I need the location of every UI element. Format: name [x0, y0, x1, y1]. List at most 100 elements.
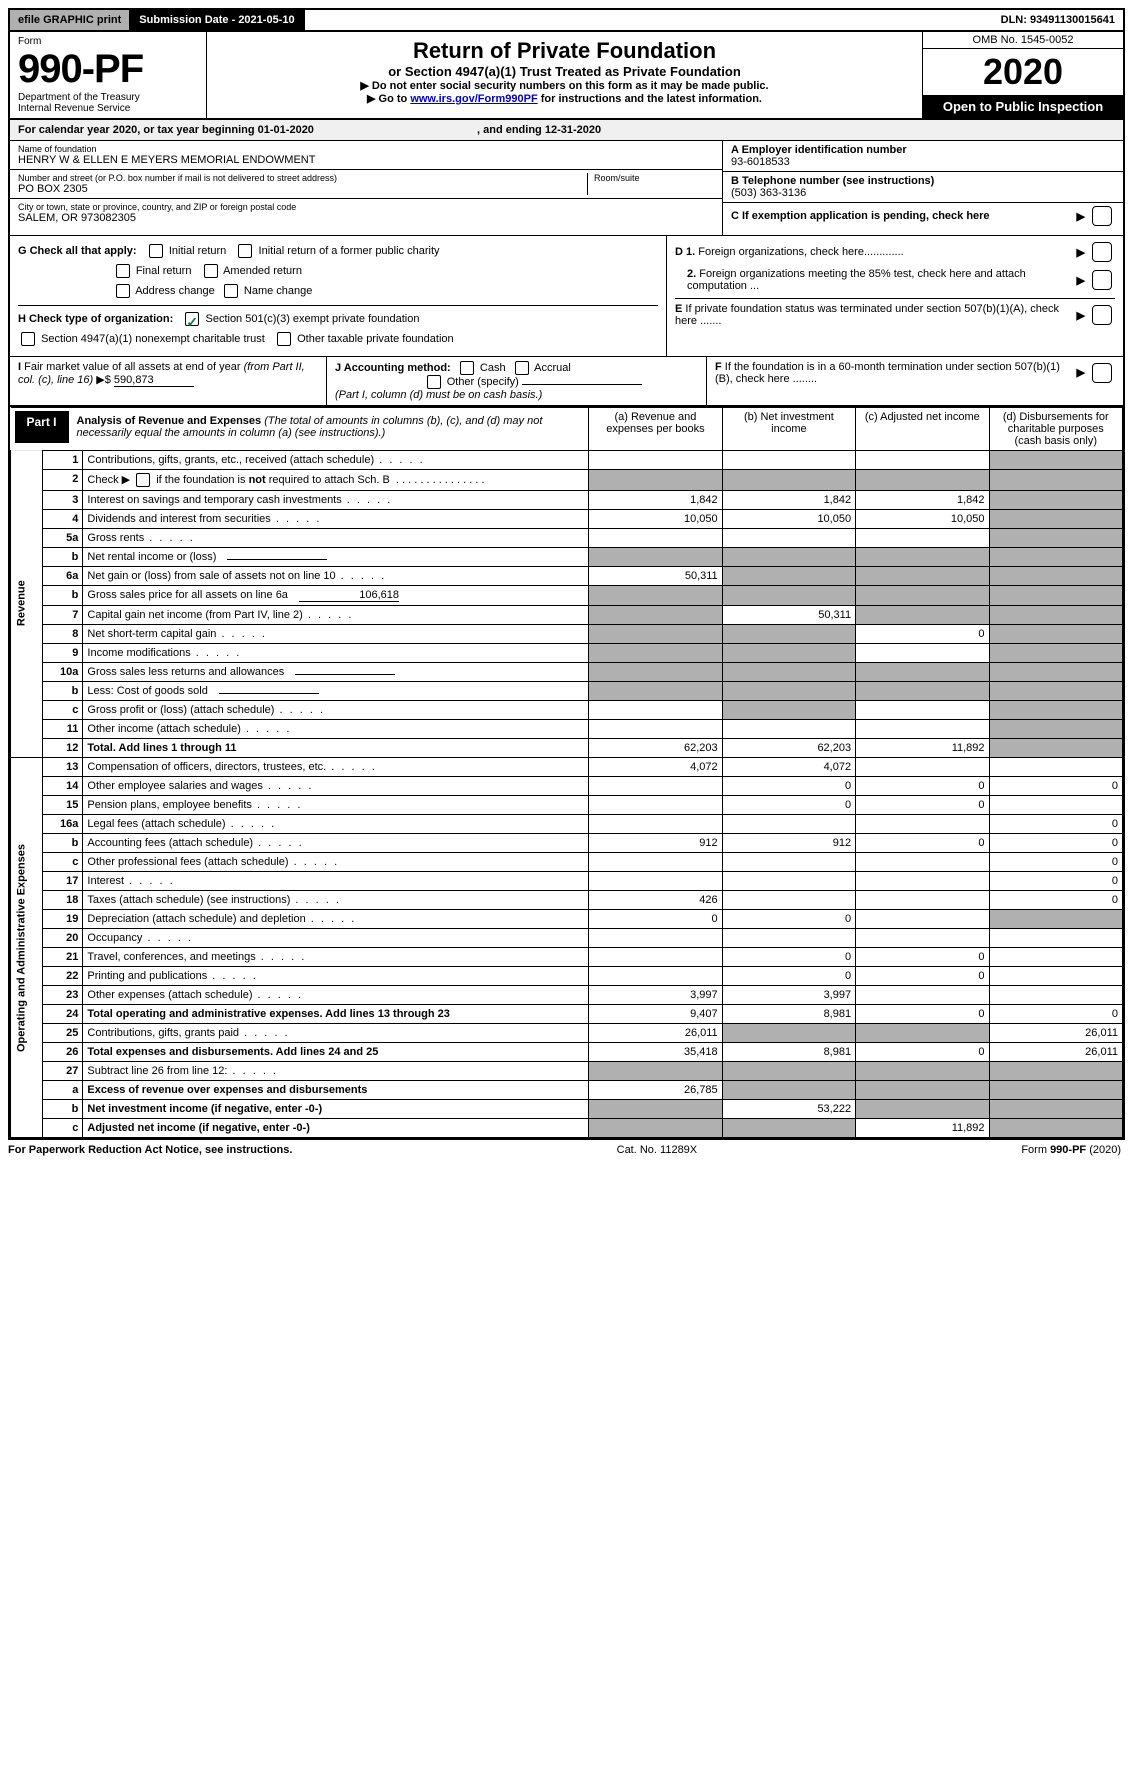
final-return-checkbox[interactable] [116, 264, 130, 278]
table-row: 20Occupancy . . . . . [11, 929, 1123, 948]
amended-return-checkbox[interactable] [204, 264, 218, 278]
form-header: Form 990-PF Department of the Treasury I… [10, 32, 1123, 120]
cash-checkbox[interactable] [460, 361, 474, 375]
top-bar: efile GRAPHIC print Submission Date - 20… [10, 10, 1123, 32]
table-cell [722, 682, 855, 701]
row-description: Interest . . . . . [83, 872, 589, 891]
row-number: 5a [43, 529, 83, 548]
table-row: 2Check ▶ if the foundation is not requir… [11, 469, 1123, 490]
row-number: 27 [43, 1062, 83, 1081]
check-section: G Check all that apply: Initial return I… [10, 236, 1123, 357]
table-cell [589, 529, 722, 548]
row-number: b [43, 586, 83, 606]
table-cell [856, 758, 989, 777]
table-cell [989, 948, 1122, 967]
table-row: Revenue1Contributions, gifts, grants, et… [11, 450, 1123, 469]
table-cell: 53,222 [722, 1100, 855, 1119]
irs-link[interactable]: www.irs.gov/Form990PF [410, 93, 537, 105]
row-description: Pension plans, employee benefits . . . .… [83, 796, 589, 815]
form-title: Return of Private Foundation [213, 38, 916, 64]
row-number: 25 [43, 1024, 83, 1043]
table-cell [722, 663, 855, 682]
table-cell [989, 720, 1122, 739]
other-taxable-checkbox[interactable] [277, 332, 291, 346]
row-description: Travel, conferences, and meetings . . . … [83, 948, 589, 967]
room-label: Room/suite [594, 173, 714, 183]
other-method-checkbox[interactable] [427, 375, 441, 389]
initial-return-checkbox[interactable] [149, 244, 163, 258]
4947-checkbox[interactable] [21, 332, 35, 346]
table-row: 19Depreciation (attach schedule) and dep… [11, 910, 1123, 929]
table-cell [856, 815, 989, 834]
terminated-checkbox[interactable] [1092, 305, 1112, 325]
exemption-checkbox[interactable] [1092, 206, 1112, 226]
submission-date: Submission Date - 2021-05-10 [131, 10, 304, 30]
501c3-checkbox[interactable] [185, 312, 199, 326]
table-cell: 26,011 [989, 1043, 1122, 1062]
row-description: Net rental income or (loss) [83, 548, 589, 567]
table-row: 22Printing and publications . . . . .00 [11, 967, 1123, 986]
row-description: Depreciation (attach schedule) and deple… [83, 910, 589, 929]
table-cell [856, 529, 989, 548]
table-cell: 0 [856, 625, 989, 644]
table-row: 24Total operating and administrative exp… [11, 1005, 1123, 1024]
table-row: 9Income modifications . . . . . [11, 644, 1123, 663]
table-cell [989, 663, 1122, 682]
arrow-icon: ▶ [1077, 366, 1085, 379]
dln: DLN: 93491130015641 [993, 10, 1123, 30]
row-number: 16a [43, 815, 83, 834]
table-row: 3Interest on savings and temporary cash … [11, 491, 1123, 510]
arrow-icon: ▶ [1077, 274, 1085, 287]
ein-value: 93-6018533 [731, 156, 1115, 168]
table-cell: 10,050 [589, 510, 722, 529]
table-cell [722, 548, 855, 567]
row-number: 24 [43, 1005, 83, 1024]
name-change-checkbox[interactable] [224, 284, 238, 298]
initial-former-checkbox[interactable] [238, 244, 252, 258]
table-cell [856, 567, 989, 586]
table-cell [722, 567, 855, 586]
table-cell [989, 510, 1122, 529]
table-row: bNet rental income or (loss) [11, 548, 1123, 567]
table-cell [856, 548, 989, 567]
address-change-checkbox[interactable] [116, 284, 130, 298]
table-cell [722, 853, 855, 872]
omb-number: OMB No. 1545-0052 [923, 32, 1123, 49]
foreign-org-checkbox[interactable] [1092, 242, 1112, 262]
table-cell [856, 929, 989, 948]
col-a-header: (a) Revenue and expenses per books [589, 407, 722, 450]
accrual-checkbox[interactable] [515, 361, 529, 375]
table-cell [989, 644, 1122, 663]
table-cell [856, 701, 989, 720]
row-description: Other income (attach schedule) . . . . . [83, 720, 589, 739]
table-cell [989, 625, 1122, 644]
table-row: 12Total. Add lines 1 through 1162,20362,… [11, 739, 1123, 758]
table-cell [989, 1081, 1122, 1100]
row-number: 12 [43, 739, 83, 758]
60month-checkbox[interactable] [1092, 363, 1112, 383]
section-label: Revenue [11, 450, 43, 757]
foreign-85-checkbox[interactable] [1092, 270, 1112, 290]
table-cell [989, 1062, 1122, 1081]
table-row: 14Other employee salaries and wages . . … [11, 777, 1123, 796]
table-row: 7Capital gain net income (from Part IV, … [11, 606, 1123, 625]
accounting-method-cell: J Accounting method: Cash Accrual Other … [327, 357, 707, 405]
table-cell [722, 891, 855, 910]
sch-b-checkbox[interactable] [136, 473, 150, 487]
row-description: Less: Cost of goods sold [83, 682, 589, 701]
year-block: OMB No. 1545-0052 2020 Open to Public In… [922, 32, 1123, 118]
table-cell [589, 967, 722, 986]
table-cell [989, 796, 1122, 815]
row-description: Contributions, gifts, grants paid . . . … [83, 1024, 589, 1043]
table-cell [989, 739, 1122, 758]
footer-right: Form 990-PF (2020) [1021, 1144, 1121, 1156]
row-description: Net gain or (loss) from sale of assets n… [83, 567, 589, 586]
row-number: 4 [43, 510, 83, 529]
table-cell [589, 777, 722, 796]
table-cell [589, 1062, 722, 1081]
row-number: 7 [43, 606, 83, 625]
fmv-cell: I Fair market value of all assets at end… [10, 357, 327, 405]
row-description: Total operating and administrative expen… [83, 1005, 589, 1024]
table-row: 18Taxes (attach schedule) (see instructi… [11, 891, 1123, 910]
table-cell [589, 625, 722, 644]
